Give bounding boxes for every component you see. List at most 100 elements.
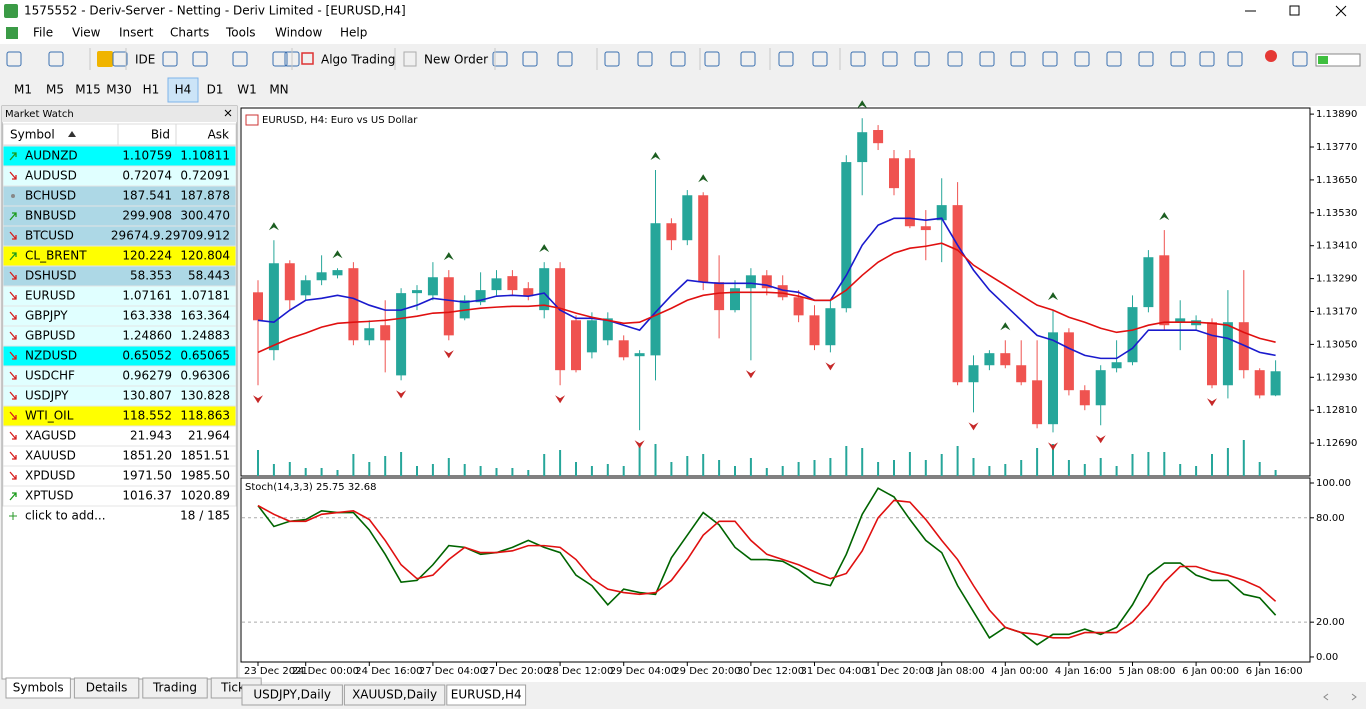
toolbar-icon[interactable] <box>112 51 128 67</box>
symbol[interactable]: GBPUSD <box>25 329 75 343</box>
symbol[interactable]: NZDUSD <box>25 349 77 363</box>
toolbar-icon[interactable] <box>637 51 653 67</box>
timeframe-button[interactable]: M15 <box>75 83 101 97</box>
toolbar-icon[interactable] <box>272 51 288 67</box>
toolbar-icon[interactable] <box>947 51 963 67</box>
chart-tab-label[interactable]: XAUUSD,Daily <box>352 688 437 702</box>
toolbar-icon[interactable] <box>1170 51 1186 67</box>
toolbar-icon[interactable] <box>1106 51 1122 67</box>
menu-item[interactable]: Insert <box>119 26 154 40</box>
symbol[interactable]: AUDUSD <box>25 169 77 183</box>
symbol[interactable]: DSHUSD <box>25 269 77 283</box>
toolbar-icon[interactable] <box>1227 51 1243 67</box>
menu-item[interactable]: Help <box>340 26 367 40</box>
volume-bar <box>447 458 450 476</box>
panel-tab[interactable] <box>5 677 71 699</box>
ide-button[interactable]: IDE <box>135 53 155 67</box>
algo-trading-button[interactable]: Algo Trading <box>321 53 395 67</box>
volume-bar <box>352 454 355 476</box>
panel-close[interactable] <box>224 109 232 117</box>
toolbar-icon[interactable] <box>882 51 898 67</box>
toolbar-icon[interactable] <box>6 51 22 67</box>
symbol[interactable]: XAUUSD <box>25 449 76 463</box>
wallet-icon[interactable] <box>97 51 113 67</box>
symbol[interactable]: BCHUSD <box>25 189 76 203</box>
toolbar-icon[interactable] <box>914 51 930 67</box>
fractal-down <box>825 362 836 371</box>
timeframe-button[interactable]: M5 <box>46 83 64 97</box>
toolbar-icon[interactable] <box>1292 51 1308 67</box>
toolbar-icon[interactable] <box>604 51 620 67</box>
notification-badge[interactable] <box>1265 50 1277 62</box>
menu-item[interactable]: File <box>33 26 53 40</box>
toolbar-icon[interactable] <box>670 51 686 67</box>
toolbar-icon[interactable] <box>232 51 248 67</box>
add-symbol[interactable]: click to add... <box>25 509 106 523</box>
symbol[interactable]: XPDUSD <box>25 469 75 483</box>
panel-tab[interactable] <box>73 677 140 699</box>
toolbar-icon[interactable] <box>192 51 208 67</box>
volume-bar <box>1020 460 1023 476</box>
symbol[interactable]: USDCHF <box>25 369 75 383</box>
symbol[interactable]: EURUSD <box>25 289 75 303</box>
toolbar-icon[interactable] <box>1010 51 1026 67</box>
toolbar-icon[interactable] <box>48 51 64 67</box>
tab-scroll[interactable] <box>1323 693 1357 701</box>
toolbar-icon[interactable] <box>557 51 573 67</box>
toolbar-icon[interactable] <box>492 51 508 67</box>
symbol[interactable]: AUDNZD <box>25 149 78 163</box>
timeframe-button[interactable]: H1 <box>143 83 160 97</box>
row-background[interactable] <box>2 485 237 507</box>
symbol[interactable]: XAGUSD <box>25 429 76 443</box>
toolbar-icon[interactable] <box>1199 51 1215 67</box>
panel-tab[interactable] <box>142 677 208 699</box>
candle-body <box>555 268 566 371</box>
timeframe-button[interactable]: D1 <box>207 83 224 97</box>
order-icon[interactable] <box>403 51 417 67</box>
algo-icon[interactable] <box>301 52 314 65</box>
menu-item[interactable]: Charts <box>170 26 209 40</box>
toolbar-icon[interactable] <box>850 51 866 67</box>
symbol[interactable]: BNBUSD <box>25 209 76 223</box>
toolbar-icon[interactable] <box>162 51 178 67</box>
timeframe-button[interactable]: M1 <box>14 83 32 97</box>
toolbar-icon[interactable] <box>979 51 995 67</box>
toolbar-icon[interactable] <box>1138 51 1154 67</box>
toolbar-icon[interactable] <box>778 51 794 67</box>
chart-tab-label[interactable]: EURUSD,H4 <box>451 688 522 702</box>
volume-bar <box>304 468 307 476</box>
panel-tab-label[interactable]: Details <box>86 681 128 695</box>
timeframe-button[interactable]: H4 <box>175 83 192 97</box>
menu-item[interactable]: Tools <box>225 26 256 40</box>
chart-tab[interactable] <box>343 684 446 706</box>
candle-body <box>1207 322 1217 386</box>
menu-item[interactable]: Window <box>275 26 323 40</box>
toolbar-icon[interactable] <box>1042 51 1058 67</box>
symbol[interactable]: BTCUSD <box>25 229 74 243</box>
toolbar-icon[interactable] <box>740 51 756 67</box>
restore-button[interactable] <box>1289 5 1300 16</box>
symbol[interactable]: CL_BRENT <box>25 249 87 263</box>
toolbar-icon[interactable] <box>704 51 720 67</box>
chart-tab[interactable] <box>241 684 343 706</box>
symbol[interactable]: WTI_OIL <box>25 409 74 423</box>
ask: 1.07181 <box>180 289 230 303</box>
symbol[interactable]: GBPJPY <box>25 309 68 323</box>
toolbar-icon[interactable] <box>1074 51 1090 67</box>
chart-tab[interactable] <box>446 684 527 706</box>
timeframe-button[interactable]: W1 <box>237 83 257 97</box>
new-order-button[interactable]: New Order <box>424 53 488 67</box>
panel-tab-label[interactable]: Symbols <box>13 681 64 695</box>
toolbar-icon[interactable] <box>522 51 538 67</box>
panel-tab-label[interactable]: Trading <box>152 681 197 695</box>
chart-tab-label[interactable]: USDJPY,Daily <box>253 688 331 702</box>
y-tick-label: 1.12690 <box>1316 438 1357 449</box>
close-button[interactable] <box>1335 5 1347 17</box>
symbol[interactable]: USDJPY <box>25 389 69 403</box>
y-tick-label: 1.13890 <box>1316 109 1357 120</box>
symbol[interactable]: XPTUSD <box>25 489 73 503</box>
timeframe-button[interactable]: MN <box>269 83 288 97</box>
menu-item[interactable]: View <box>72 26 101 40</box>
toolbar-icon[interactable] <box>812 51 828 67</box>
timeframe-button[interactable]: M30 <box>106 83 132 97</box>
